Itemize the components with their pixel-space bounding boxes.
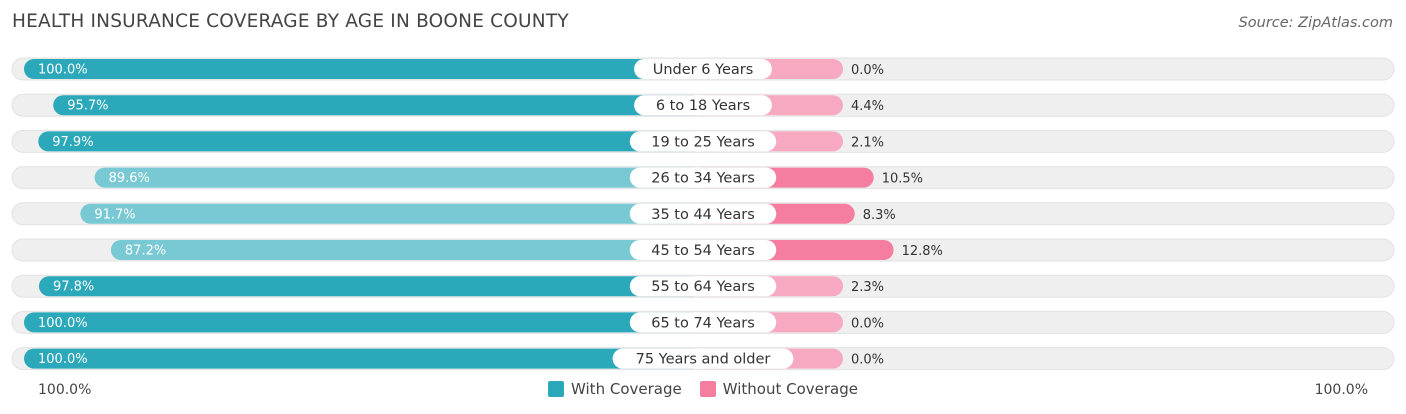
- category-label: 75 Years and older: [636, 352, 771, 368]
- category-label: Under 6 Years: [653, 62, 754, 78]
- label-without-coverage: 2.1%: [851, 135, 884, 150]
- category-label: 35 to 44 Years: [651, 207, 755, 223]
- label-without-coverage: 8.3%: [863, 208, 896, 223]
- label-without-coverage: 0.0%: [851, 316, 884, 331]
- category-label: 55 to 64 Years: [651, 279, 755, 295]
- bar-with-coverage: [38, 131, 704, 152]
- category-pill: [634, 95, 772, 116]
- chart-area: 100.0% 0.0% Under 6 Years 95.7% 4.4% 6 to 18 …: [11, 57, 1395, 371]
- label-with-coverage: 100.0%: [38, 352, 88, 367]
- label-with-coverage: 91.7%: [94, 207, 135, 222]
- legend-with-coverage: With Coverage: [548, 380, 682, 398]
- category-pill: [629, 167, 777, 188]
- category-pill: [629, 276, 777, 297]
- category-label: 65 to 74 Years: [651, 315, 755, 331]
- bar-with-coverage: [24, 59, 703, 79]
- bar-with-coverage: [53, 95, 703, 116]
- label-without-coverage: 0.0%: [851, 63, 884, 78]
- label-with-coverage: 97.8%: [53, 280, 94, 295]
- bar-with-coverage: [24, 348, 703, 369]
- source-credit: Source: ZipAtlas.com: [1238, 15, 1393, 31]
- axis-left-label: 100.0%: [38, 382, 92, 398]
- label-with-coverage: 100.0%: [38, 63, 88, 78]
- label-without-coverage: 4.4%: [851, 99, 884, 114]
- label-with-coverage: 97.9%: [52, 135, 93, 150]
- bar-with-coverage: [110, 240, 704, 260]
- label-without-coverage: 2.3%: [851, 280, 884, 295]
- category-pill: [634, 59, 772, 79]
- legend-without-coverage: Without Coverage: [699, 380, 858, 398]
- label-with-coverage: 100.0%: [38, 316, 88, 331]
- category-label: 45 to 54 Years: [651, 243, 755, 259]
- chart-title: HEALTH INSURANCE COVERAGE BY AGE IN BOON…: [12, 11, 569, 32]
- category-label: 26 to 34 Years: [651, 171, 755, 187]
- legend: With Coverage Without Coverage: [0, 380, 1406, 398]
- label-with-coverage: 95.7%: [67, 99, 108, 114]
- legend-swatch-with: [548, 381, 565, 397]
- category-label: 19 to 25 Years: [651, 134, 755, 150]
- label-with-coverage: 89.6%: [109, 171, 150, 186]
- label-with-coverage: 87.2%: [125, 244, 166, 259]
- legend-label-without: Without Coverage: [722, 380, 858, 398]
- axis-right-label: 100.0%: [1314, 382, 1368, 398]
- category-pill: [629, 203, 777, 224]
- label-without-coverage: 0.0%: [851, 353, 884, 368]
- legend-label-with: With Coverage: [571, 380, 682, 398]
- category-pill: [629, 240, 777, 260]
- bar-with-coverage: [80, 203, 704, 224]
- legend-swatch-without: [699, 381, 716, 397]
- bar-with-coverage: [24, 312, 703, 333]
- category-label: 6 to 18 Years: [656, 98, 750, 114]
- category-pill: [612, 348, 794, 369]
- bar-with-coverage: [94, 167, 704, 188]
- bar-with-coverage: [38, 276, 704, 297]
- label-without-coverage: 10.5%: [882, 172, 923, 187]
- label-without-coverage: 12.8%: [902, 244, 943, 259]
- category-pill: [629, 131, 777, 152]
- category-pill: [629, 312, 777, 333]
